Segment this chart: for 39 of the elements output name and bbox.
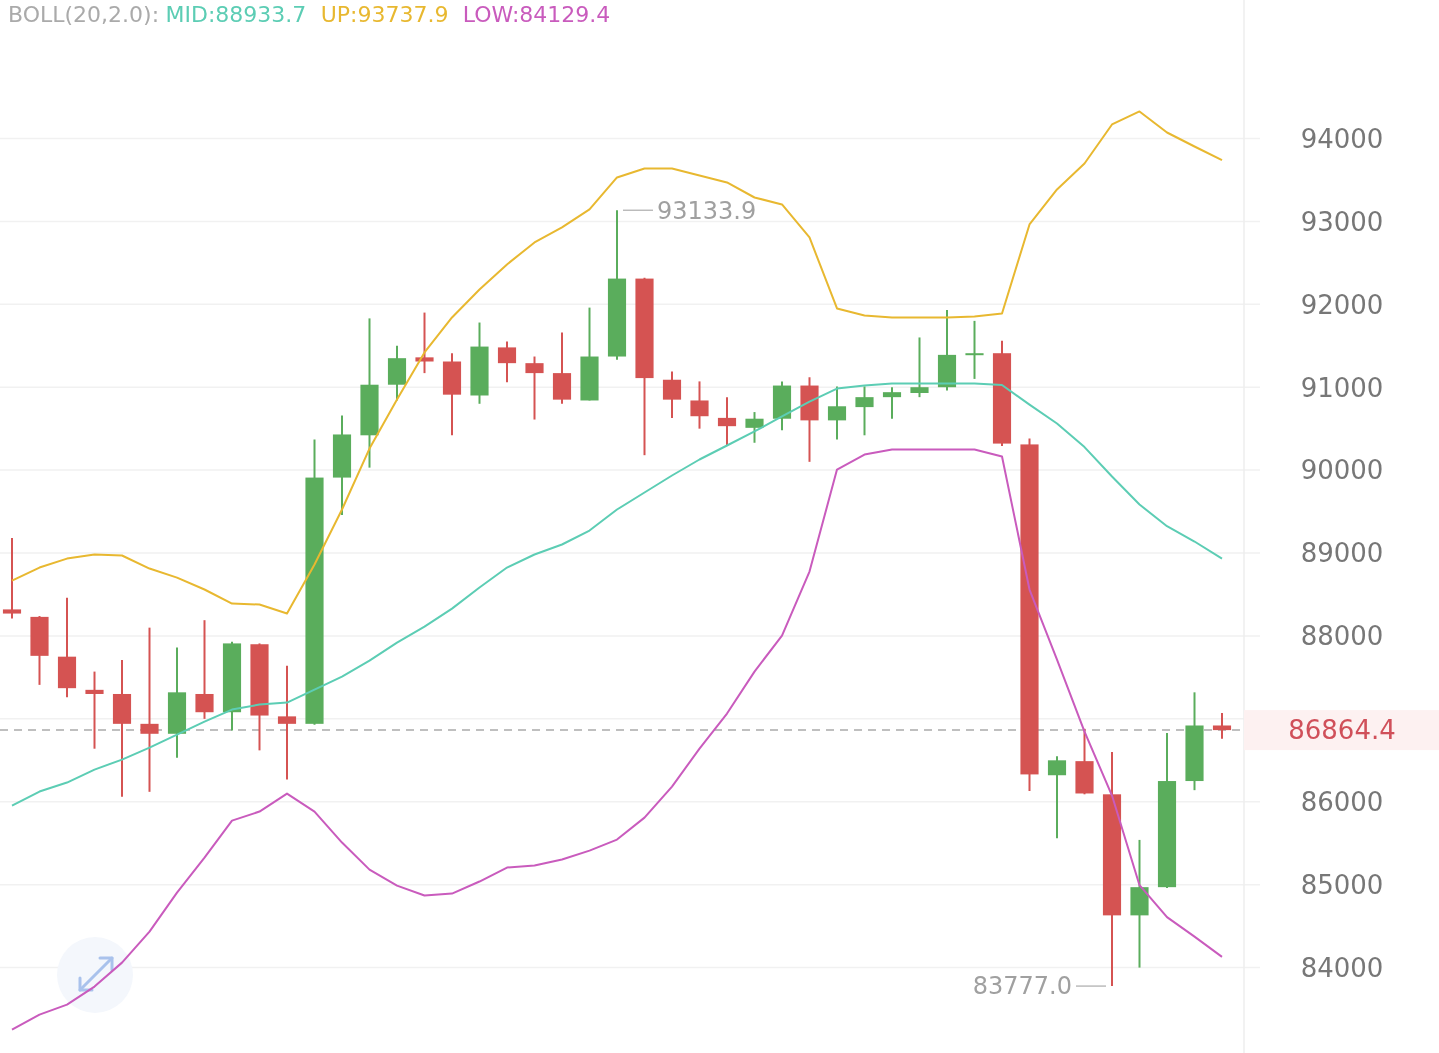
candlestick: [85, 670, 104, 750]
annotation: 83777.0: [972, 972, 1072, 1001]
y-tick-label: 89000: [1300, 538, 1384, 569]
y-tick-label: 86000: [1300, 787, 1384, 818]
candlestick: [965, 319, 984, 380]
candlestick: [882, 386, 902, 420]
candlestick: [525, 355, 544, 421]
y-tick-label: 90000: [1300, 455, 1384, 486]
candlestick: [277, 664, 297, 781]
y-tick-label: 84000: [1300, 952, 1384, 983]
candlestick: [690, 380, 709, 430]
candlestick: [497, 340, 517, 384]
text: UP:93737.9: [320, 2, 449, 27]
text: MID:88933.7: [165, 2, 307, 27]
candlestick: [910, 336, 929, 399]
candlestick: [195, 619, 214, 720]
line-series: [11, 448, 1223, 1031]
candlestick: [662, 370, 682, 419]
candlestick: [717, 396, 737, 448]
candlestick: [415, 311, 434, 375]
y-tick-label: 88000: [1300, 621, 1384, 652]
candlestick: [855, 385, 874, 437]
line-series: [11, 382, 1223, 807]
annotation: 93133.9: [657, 196, 757, 225]
y-tick-label: 94000: [1300, 123, 1384, 154]
candlestick: [745, 411, 764, 444]
line-series: [11, 110, 1223, 615]
candlestick: [827, 385, 847, 441]
y-tick-label: 91000: [1300, 372, 1384, 403]
candlestick: [1212, 712, 1232, 740]
candlestick: [2, 537, 22, 620]
text: LOW:84129.4: [462, 2, 611, 27]
ref-line-label: 86864.4: [1288, 715, 1396, 746]
candlestick: [1047, 755, 1067, 840]
y-tick-label: 92000: [1300, 289, 1384, 320]
chart-title: BOLL(20,2.0):: [8, 2, 160, 27]
candlestick: [140, 626, 159, 793]
y-tick-label: 93000: [1300, 206, 1384, 237]
y-tick-label: 85000: [1300, 870, 1384, 901]
